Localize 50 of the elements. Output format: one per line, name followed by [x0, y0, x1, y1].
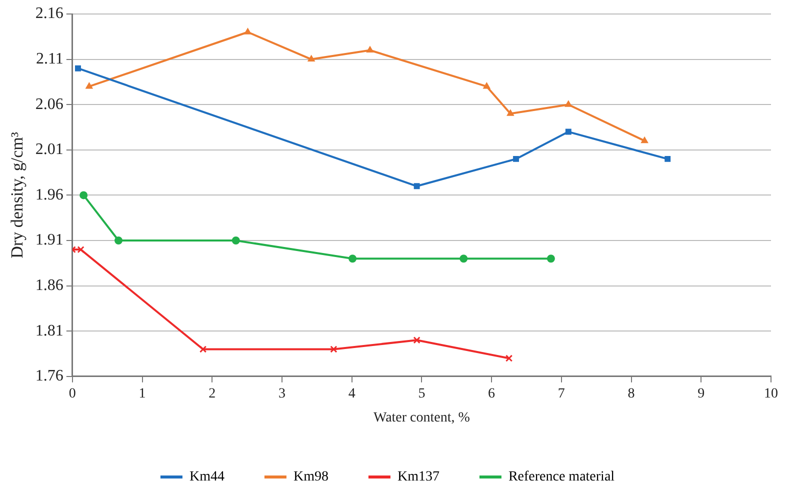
y-tick-label: 2.01 — [35, 141, 64, 158]
y-axis-title: Dry density, g/cm³ — [8, 132, 27, 258]
point — [114, 236, 123, 244]
y-tick-label: 1.86 — [35, 277, 64, 294]
legend-label: Reference material — [508, 470, 615, 485]
point — [80, 191, 88, 200]
y-tick-label: 1.91 — [35, 232, 64, 249]
point — [308, 55, 315, 62]
x-tick-label: 8 — [628, 386, 635, 402]
x-tick-label: 0 — [68, 386, 76, 402]
legend-label: Km98 — [293, 470, 328, 485]
point — [75, 65, 81, 72]
x-tick-label: 7 — [558, 386, 565, 402]
point — [86, 82, 93, 89]
point — [546, 254, 555, 263]
point — [199, 346, 207, 353]
y-tick-label: 2.11 — [36, 50, 64, 68]
point — [564, 100, 572, 107]
point — [505, 354, 513, 362]
point — [641, 136, 648, 144]
point — [232, 236, 240, 244]
y-tick-label: 1.81 — [35, 322, 64, 340]
y-tick-label: 1.76 — [35, 368, 64, 385]
legend-label: Km137 — [397, 470, 440, 485]
point — [513, 156, 519, 162]
x-tick-label: 9 — [698, 386, 705, 402]
point — [244, 28, 252, 34]
x-tick-label: 1 — [138, 386, 146, 402]
point — [414, 183, 420, 190]
x-axis-title: Water content, % — [373, 410, 470, 426]
point — [413, 336, 420, 344]
x-tick-label: 2 — [208, 386, 216, 402]
x-tick-label: 10 — [764, 386, 778, 402]
x-tick-label: 6 — [488, 386, 496, 402]
y-tick-label: 2.16 — [35, 5, 64, 22]
y-tick-label: 1.96 — [35, 186, 64, 204]
point — [506, 110, 514, 116]
point — [366, 46, 374, 52]
point — [664, 156, 671, 162]
y-tick-label: 2.06 — [35, 96, 64, 113]
legend-label: Km44 — [189, 470, 224, 485]
point — [348, 254, 357, 263]
point — [460, 254, 468, 263]
point — [565, 128, 572, 135]
point — [483, 82, 490, 89]
x-tick-label: 4 — [348, 386, 356, 402]
point — [330, 346, 338, 353]
x-tick-label: 5 — [418, 386, 426, 402]
x-tick-label: 3 — [278, 386, 286, 402]
point — [77, 246, 84, 254]
